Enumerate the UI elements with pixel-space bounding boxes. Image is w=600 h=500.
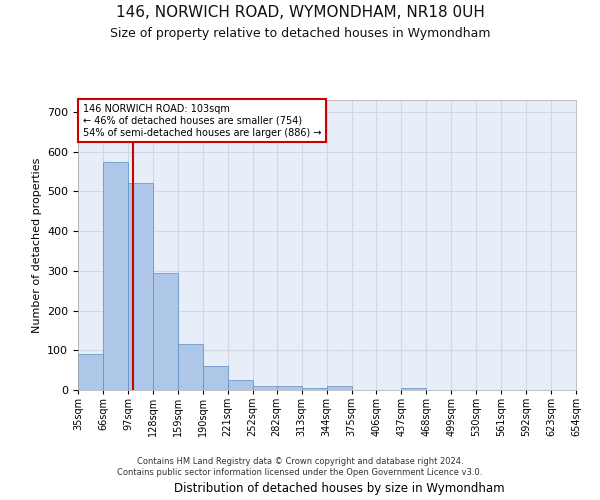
- Bar: [153, 273, 178, 390]
- Bar: [227, 380, 253, 390]
- Text: Contains HM Land Registry data © Crown copyright and database right 2024.
Contai: Contains HM Land Registry data © Crown c…: [118, 458, 482, 477]
- Bar: [401, 388, 427, 390]
- Text: Size of property relative to detached houses in Wymondham: Size of property relative to detached ho…: [110, 28, 490, 40]
- Bar: [78, 354, 103, 390]
- Bar: [103, 162, 128, 390]
- Bar: [326, 386, 352, 390]
- Bar: [253, 386, 278, 390]
- Bar: [277, 386, 302, 390]
- Y-axis label: Number of detached properties: Number of detached properties: [32, 158, 41, 332]
- Bar: [128, 184, 153, 390]
- Text: 146 NORWICH ROAD: 103sqm
← 46% of detached houses are smaller (754)
54% of semi-: 146 NORWICH ROAD: 103sqm ← 46% of detach…: [83, 104, 322, 138]
- Bar: [203, 366, 227, 390]
- Bar: [178, 344, 203, 390]
- Bar: [302, 388, 326, 390]
- Text: 146, NORWICH ROAD, WYMONDHAM, NR18 0UH: 146, NORWICH ROAD, WYMONDHAM, NR18 0UH: [116, 5, 484, 20]
- Text: Distribution of detached houses by size in Wymondham: Distribution of detached houses by size …: [173, 482, 505, 495]
